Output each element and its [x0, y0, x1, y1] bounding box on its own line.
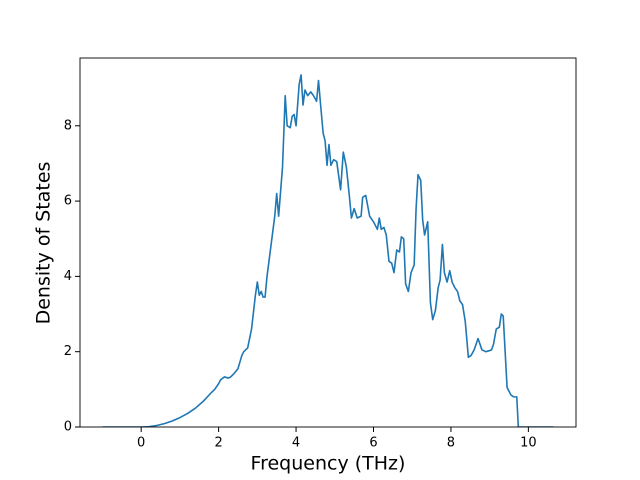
y-axis-label: Density of States	[33, 162, 55, 325]
x-tick-label: 4	[292, 436, 300, 451]
x-axis-label: Frequency (THz)	[251, 453, 406, 475]
y-tick-label: 6	[64, 194, 72, 209]
x-tick-label: 8	[447, 436, 455, 451]
y-tick-label: 4	[64, 269, 72, 284]
x-tick-label: 2	[214, 436, 222, 451]
x-tick-label: 0	[137, 436, 145, 451]
plot-frame	[79, 57, 577, 428]
y-tick-label: 8	[64, 118, 72, 133]
x-tick-label: 6	[369, 436, 377, 451]
line-series	[102, 74, 554, 427]
y-tick-label: 2	[64, 344, 72, 359]
x-tick-label: 10	[520, 436, 537, 451]
y-tick-label: 0	[64, 420, 72, 435]
